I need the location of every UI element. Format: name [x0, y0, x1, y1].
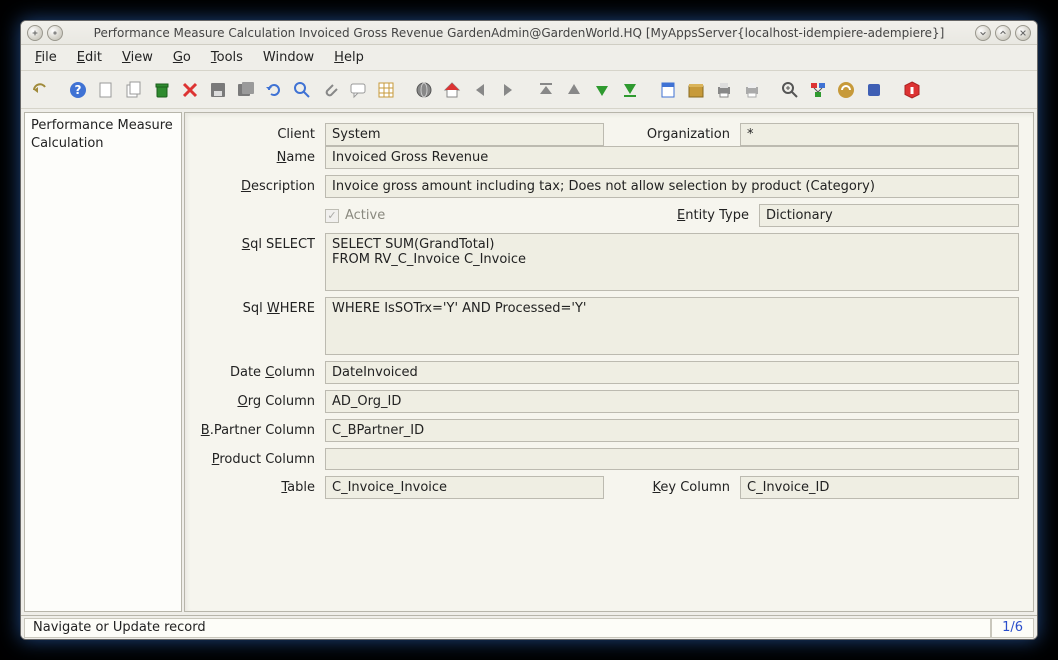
svg-text:?: ?: [75, 83, 82, 97]
archive-icon[interactable]: [683, 77, 709, 103]
product-icon[interactable]: [861, 77, 887, 103]
table-field[interactable]: C_Invoice_Invoice: [325, 476, 604, 499]
name-label: Name: [199, 146, 319, 165]
report-icon[interactable]: [655, 77, 681, 103]
window-pin-button[interactable]: [47, 25, 63, 41]
delete-icon[interactable]: [149, 77, 175, 103]
orgcolumn-field[interactable]: AD_Org_ID: [325, 390, 1019, 413]
status-message: Navigate or Update record: [24, 618, 991, 638]
menu-edit[interactable]: Edit: [69, 47, 110, 68]
menu-view[interactable]: View: [114, 47, 161, 68]
entitytype-label: Entity Type: [677, 208, 753, 223]
application-window: Performance Measure Calculation Invoiced…: [20, 20, 1038, 640]
window-title: Performance Measure Calculation Invoiced…: [63, 26, 975, 40]
history-icon[interactable]: [411, 77, 437, 103]
active-label: Active: [345, 208, 385, 223]
toolbar: ?: [21, 71, 1037, 109]
table-label: Table: [199, 476, 319, 495]
find-icon[interactable]: [289, 77, 315, 103]
minimize-button[interactable]: [975, 25, 991, 41]
client-field[interactable]: System: [325, 123, 604, 146]
datecolumn-field[interactable]: DateInvoiced: [325, 361, 1019, 384]
workflow-icon[interactable]: [805, 77, 831, 103]
bpartnercolumn-field[interactable]: C_BPartner_ID: [325, 419, 1019, 442]
organization-label: Organization: [614, 123, 734, 142]
parent-icon[interactable]: [533, 77, 559, 103]
form: Client System Organization * Name Invoic…: [185, 113, 1033, 507]
sqlselect-field[interactable]: SELECT SUM(GrandTotal) FROM RV_C_Invoice…: [325, 233, 1019, 291]
chat-icon[interactable]: [345, 77, 371, 103]
main-panel: Client System Organization * Name Invoic…: [184, 112, 1034, 612]
sqlselect-label: Sql SELECT: [199, 233, 319, 252]
detail-icon[interactable]: [561, 77, 587, 103]
name-field[interactable]: Invoiced Gross Revenue: [325, 146, 1019, 169]
titlebar: Performance Measure Calculation Invoiced…: [21, 21, 1037, 45]
sqlwhere-label: Sql WHERE: [199, 297, 319, 316]
menu-tools[interactable]: Tools: [203, 47, 251, 68]
menu-go[interactable]: Go: [165, 47, 199, 68]
undo-icon[interactable]: [27, 77, 53, 103]
window-menu-button[interactable]: [27, 25, 43, 41]
exit-icon[interactable]: [899, 77, 925, 103]
attachment-icon[interactable]: [317, 77, 343, 103]
keycolumn-label: Key Column: [614, 476, 734, 495]
printpreview-icon[interactable]: [739, 77, 765, 103]
help-icon[interactable]: ?: [65, 77, 91, 103]
request-icon[interactable]: [833, 77, 859, 103]
organization-field[interactable]: *: [740, 123, 1019, 146]
save-icon[interactable]: [205, 77, 231, 103]
menu-file[interactable]: File: [27, 47, 65, 68]
productcolumn-field[interactable]: [325, 448, 1019, 470]
description-field[interactable]: Invoice gross amount including tax; Does…: [325, 175, 1019, 198]
record-indicator[interactable]: 1/6: [991, 618, 1034, 638]
refresh-icon[interactable]: [261, 77, 287, 103]
last-icon[interactable]: [617, 77, 643, 103]
home-icon[interactable]: [439, 77, 465, 103]
menu-window[interactable]: Window: [255, 47, 322, 68]
active-checkbox[interactable]: ✓: [325, 209, 339, 223]
sqlwhere-field[interactable]: WHERE IsSOTrx='Y' AND Processed='Y': [325, 297, 1019, 355]
orgcolumn-label: Org Column: [199, 390, 319, 409]
datecolumn-label: Date Column: [199, 361, 319, 380]
new-icon[interactable]: [93, 77, 119, 103]
description-label: Description: [199, 175, 319, 194]
statusbar: Navigate or Update record 1/6: [21, 615, 1037, 639]
productcolumn-label: Product Column: [199, 448, 319, 467]
back-icon[interactable]: [467, 77, 493, 103]
menu-help[interactable]: Help: [326, 47, 372, 68]
delete-selection-icon[interactable]: [177, 77, 203, 103]
menubar: File Edit View Go Tools Window Help: [21, 45, 1037, 71]
maximize-button[interactable]: [995, 25, 1011, 41]
keycolumn-field[interactable]: C_Invoice_ID: [740, 476, 1019, 499]
bpartnercolumn-label: B.Partner Column: [199, 419, 319, 438]
close-button[interactable]: [1015, 25, 1031, 41]
first-icon[interactable]: [589, 77, 615, 103]
workspace: Performance Measure Calculation Client S…: [21, 109, 1037, 615]
sidebar: Performance Measure Calculation: [24, 112, 182, 612]
sidebar-tab[interactable]: Performance Measure Calculation: [31, 117, 175, 152]
entitytype-field[interactable]: Dictionary: [759, 204, 1019, 227]
client-label: Client: [199, 123, 319, 142]
grid-toggle-icon[interactable]: [373, 77, 399, 103]
save-create-icon[interactable]: [233, 77, 259, 103]
forward-icon[interactable]: [495, 77, 521, 103]
print-icon[interactable]: [711, 77, 737, 103]
zoom-icon[interactable]: [777, 77, 803, 103]
copy-icon[interactable]: [121, 77, 147, 103]
